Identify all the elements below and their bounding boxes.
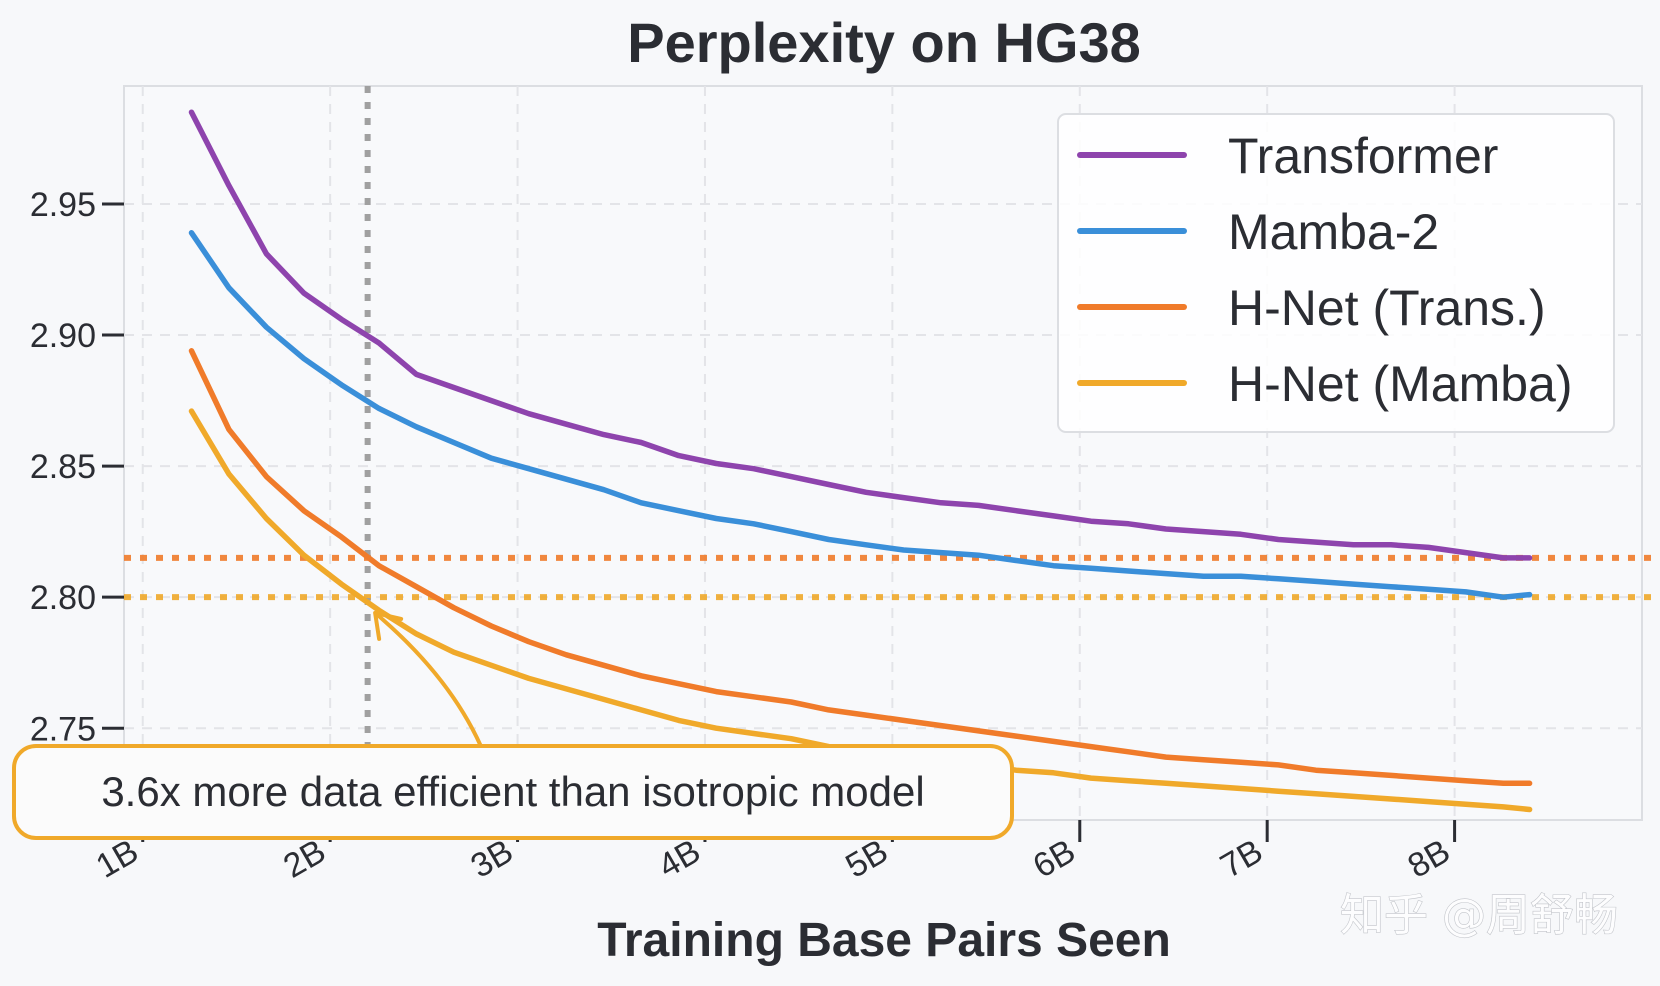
annotation-arrowhead xyxy=(373,610,404,641)
series-line-transformer xyxy=(188,109,1533,561)
legend-label-mamba-2: Mamba-2 xyxy=(1228,204,1439,260)
legend: Transformer Mamba-2 H-Net (Trans.) H-Net (M… xyxy=(1057,113,1615,433)
legend-label-transformer: Transformer xyxy=(1228,128,1498,184)
y-tick-label-2.75: 2.75 xyxy=(30,710,96,748)
y-tick-label-2.90: 2.90 xyxy=(30,317,96,355)
watermark: 知乎 @周舒畅 xyxy=(1340,890,1618,941)
legend-label-h-net-trans: H-Net (Trans.) xyxy=(1228,280,1546,336)
series-line-mamba-2 xyxy=(188,230,1533,600)
chart-title: Perplexity on HG38 xyxy=(627,11,1141,74)
y-tick-label-2.85: 2.85 xyxy=(30,448,96,486)
x-axis-label: Training Base Pairs Seen xyxy=(597,914,1171,967)
series-line-h-net-trans xyxy=(188,348,1533,787)
y-tick-label-2.80: 2.80 xyxy=(30,579,96,617)
reference-lines xyxy=(124,86,1660,820)
legend-label-h-net-mamba: H-Net (Mamba) xyxy=(1228,356,1572,412)
annotation-arrow xyxy=(373,611,490,764)
y-tick-label-2.95: 2.95 xyxy=(30,186,96,224)
annotation: 3.6x more data efficient than isotropic … xyxy=(12,610,1014,840)
annotation-box xyxy=(12,744,1014,840)
annotation-text: 3.6x more data efficient than isotropic … xyxy=(101,768,924,815)
legend-box xyxy=(1057,113,1615,433)
y-axis: 2.75 2.80 2.85 2.90 2.95 xyxy=(30,186,124,748)
